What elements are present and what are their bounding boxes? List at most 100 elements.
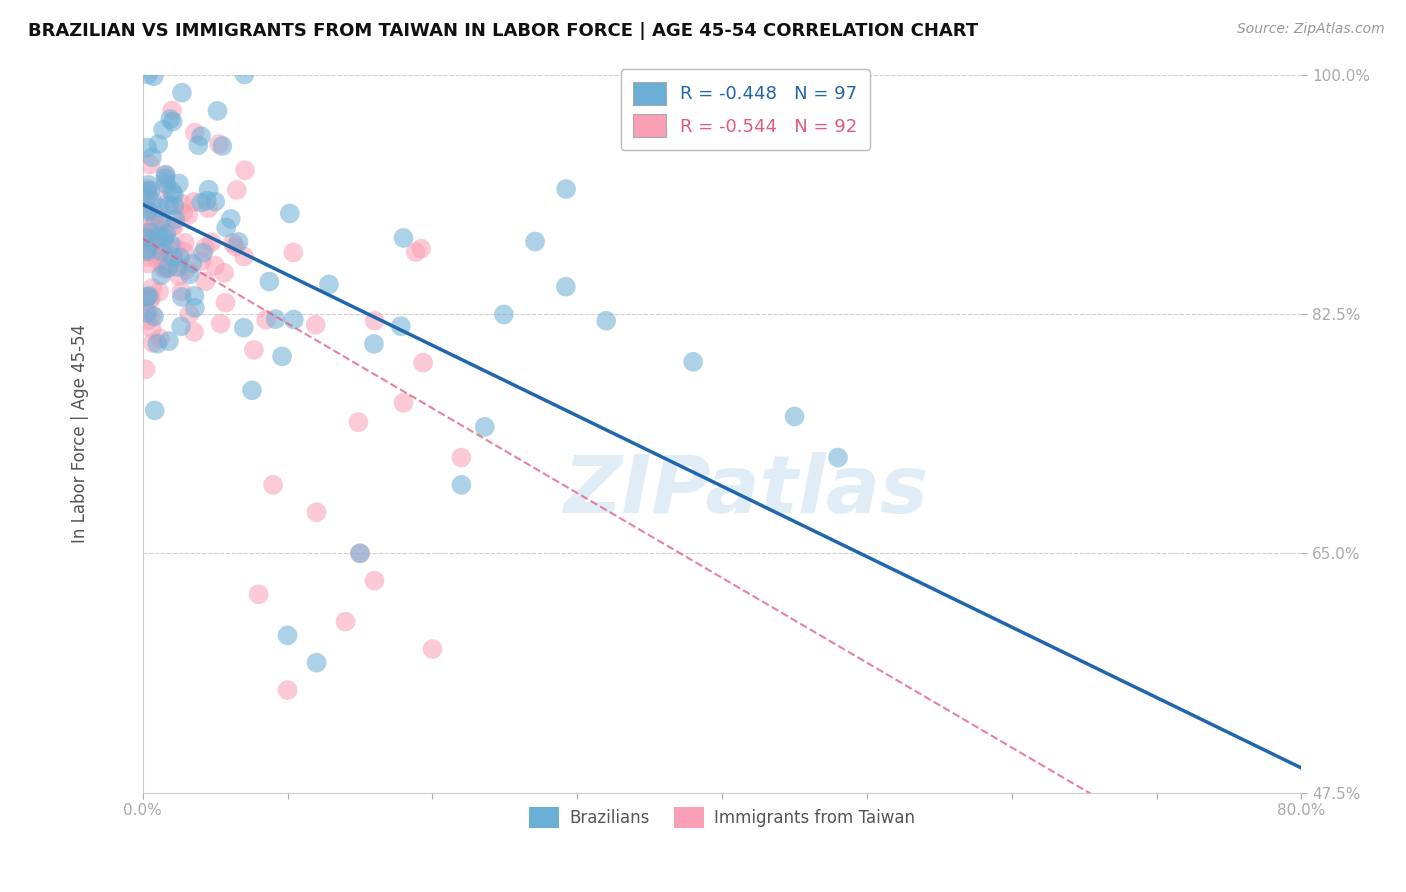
- Point: [264, 312, 287, 326]
- Point: [187, 138, 209, 153]
- Point: [219, 211, 242, 226]
- Point: [177, 208, 200, 222]
- Point: [389, 319, 412, 334]
- Point: [142, 220, 165, 235]
- Point: [153, 256, 176, 270]
- Point: [595, 314, 617, 328]
- Point: [163, 198, 186, 212]
- Point: [363, 574, 385, 588]
- Point: [136, 231, 159, 245]
- Point: [148, 230, 170, 244]
- Point: [173, 244, 195, 259]
- Point: [162, 185, 184, 199]
- Point: [194, 241, 217, 255]
- Point: [165, 241, 187, 255]
- Point: [155, 177, 177, 191]
- Point: [212, 266, 235, 280]
- Point: [142, 335, 165, 350]
- Point: [450, 478, 472, 492]
- Point: [173, 235, 195, 250]
- Point: [155, 168, 177, 182]
- Point: [204, 194, 226, 209]
- Point: [150, 240, 173, 254]
- Point: [184, 301, 207, 315]
- Point: [153, 260, 176, 274]
- Point: [156, 181, 179, 195]
- Point: [172, 205, 194, 219]
- Point: [392, 396, 415, 410]
- Text: BRAZILIAN VS IMMIGRANTS FROM TAIWAN IN LABOR FORCE | AGE 45-54 CORRELATION CHART: BRAZILIAN VS IMMIGRANTS FROM TAIWAN IN L…: [28, 22, 979, 40]
- Point: [211, 139, 233, 153]
- Point: [143, 215, 166, 229]
- Point: [162, 114, 184, 128]
- Point: [228, 235, 250, 249]
- Point: [492, 307, 515, 321]
- Point: [138, 178, 160, 192]
- Point: [349, 546, 371, 560]
- Point: [167, 177, 190, 191]
- Point: [146, 336, 169, 351]
- Point: [181, 256, 204, 270]
- Point: [240, 384, 263, 398]
- Point: [184, 126, 207, 140]
- Point: [149, 215, 172, 229]
- Point: [157, 260, 180, 274]
- Point: [170, 319, 193, 334]
- Point: [422, 642, 444, 657]
- Point: [141, 220, 163, 235]
- Point: [153, 252, 176, 266]
- Point: [146, 247, 169, 261]
- Text: ZIPatlas: ZIPatlas: [562, 452, 928, 530]
- Point: [143, 208, 166, 222]
- Point: [347, 415, 370, 429]
- Point: [162, 250, 184, 264]
- Point: [152, 122, 174, 136]
- Point: [197, 183, 219, 197]
- Point: [136, 290, 159, 304]
- Point: [138, 188, 160, 202]
- Point: [222, 235, 245, 250]
- Point: [141, 308, 163, 322]
- Point: [450, 450, 472, 465]
- Point: [214, 295, 236, 310]
- Point: [349, 546, 371, 560]
- Text: Source: ZipAtlas.com: Source: ZipAtlas.com: [1237, 22, 1385, 37]
- Point: [208, 136, 231, 151]
- Point: [149, 332, 172, 346]
- Point: [155, 171, 177, 186]
- Point: [165, 212, 187, 227]
- Point: [183, 289, 205, 303]
- Point: [139, 292, 162, 306]
- Point: [204, 259, 226, 273]
- Point: [190, 195, 212, 210]
- Point: [243, 343, 266, 357]
- Point: [215, 220, 238, 235]
- Point: [136, 68, 159, 82]
- Point: [157, 198, 180, 212]
- Point: [225, 183, 247, 197]
- Point: [167, 268, 190, 283]
- Point: [233, 250, 256, 264]
- Point: [827, 450, 849, 465]
- Point: [233, 68, 256, 82]
- Point: [135, 362, 157, 376]
- Point: [183, 194, 205, 209]
- Point: [405, 245, 427, 260]
- Point: [170, 285, 193, 299]
- Point: [156, 197, 179, 211]
- Point: [136, 242, 159, 256]
- Point: [363, 337, 385, 351]
- Point: [155, 227, 177, 241]
- Point: [277, 683, 299, 698]
- Point: [200, 235, 222, 250]
- Point: [149, 227, 172, 242]
- Point: [363, 314, 385, 328]
- Point: [136, 224, 159, 238]
- Point: [277, 628, 299, 642]
- Point: [150, 244, 173, 259]
- Point: [1073, 847, 1095, 862]
- Point: [135, 250, 157, 264]
- Point: [783, 409, 806, 424]
- Point: [166, 260, 188, 274]
- Point: [262, 478, 284, 492]
